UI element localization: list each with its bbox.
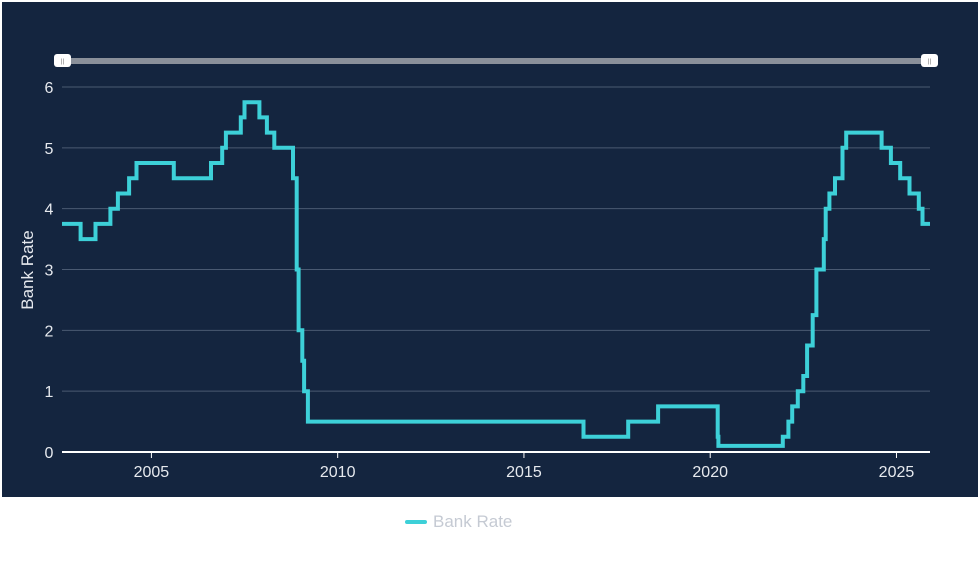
range-slider-left-handle[interactable]	[54, 54, 71, 67]
x-tick-label: 2010	[320, 464, 356, 481]
grip-icon: II	[60, 58, 64, 67]
y-tick-label: 1	[45, 384, 54, 401]
y-axis-label: Bank Rate	[18, 230, 37, 309]
x-axis-ticks: 2005 2010 2015 2020 2025	[134, 452, 915, 481]
bank-rate-chart: 0 1 2 3 4 5 6 2005 2010 2015 2020 2025 Bank Rate I…	[18, 54, 938, 481]
x-tick-label: 2015	[506, 464, 542, 481]
range-slider-right-handle[interactable]	[921, 54, 938, 67]
y-tick-label: 0	[45, 445, 54, 462]
gridlines	[62, 86, 930, 392]
y-axis-ticks: 0 1 2 3 4 5 6	[45, 80, 54, 462]
bank-rate-line[interactable]	[62, 100, 930, 448]
y-tick-label: 4	[45, 202, 54, 219]
x-tick-label: 2005	[134, 464, 170, 481]
legend[interactable]: Bank Rate	[405, 512, 512, 532]
y-tick-label: 3	[45, 263, 54, 280]
x-tick-label: 2020	[692, 464, 728, 481]
range-slider[interactable]: II II	[54, 54, 938, 67]
legend-label-bank-rate[interactable]: Bank Rate	[433, 512, 513, 531]
chart-panel	[2, 2, 978, 497]
y-tick-label: 6	[45, 80, 54, 97]
grip-icon: II	[927, 58, 931, 67]
y-tick-label: 2	[45, 323, 54, 340]
y-tick-label: 5	[45, 141, 54, 158]
legend-swatch-icon	[405, 520, 427, 524]
range-slider-track[interactable]	[62, 58, 930, 64]
x-tick-label: 2025	[879, 464, 915, 481]
